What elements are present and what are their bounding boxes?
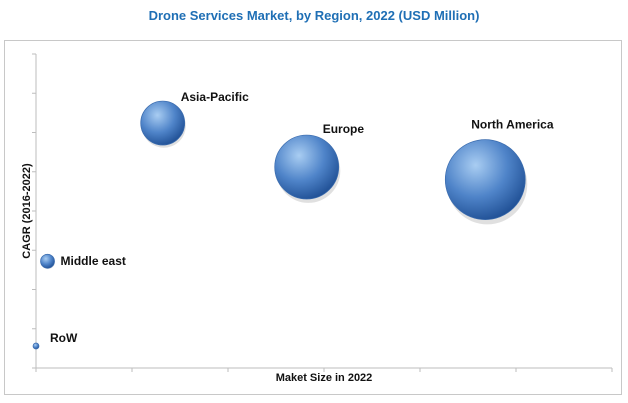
chart-frame	[4, 40, 622, 395]
bubble-asia-pacific	[140, 100, 186, 146]
label-north-america: North America	[471, 118, 554, 132]
label-row: RoW	[50, 331, 78, 345]
label-middle-east: Middle east	[61, 254, 126, 268]
label-asia-pacific: Asia-Pacific	[181, 90, 249, 104]
label-europe: Europe	[323, 122, 365, 136]
y-axis-title: CAGR (2016-2022)	[21, 163, 33, 259]
axes	[32, 53, 613, 372]
bubble-row	[32, 342, 40, 350]
bubble-north-america	[444, 139, 526, 220]
bubble-europe	[274, 134, 340, 200]
bubble-middle-east	[40, 253, 55, 269]
x-axis-title: Maket Size in 2022	[276, 372, 373, 384]
bubble-labels: Asia-Pacific Europe North America Middle ea…	[50, 90, 554, 345]
bubbles	[32, 100, 528, 350]
chart-title: Drone Services Market, by Region, 2022 (…	[148, 8, 480, 23]
